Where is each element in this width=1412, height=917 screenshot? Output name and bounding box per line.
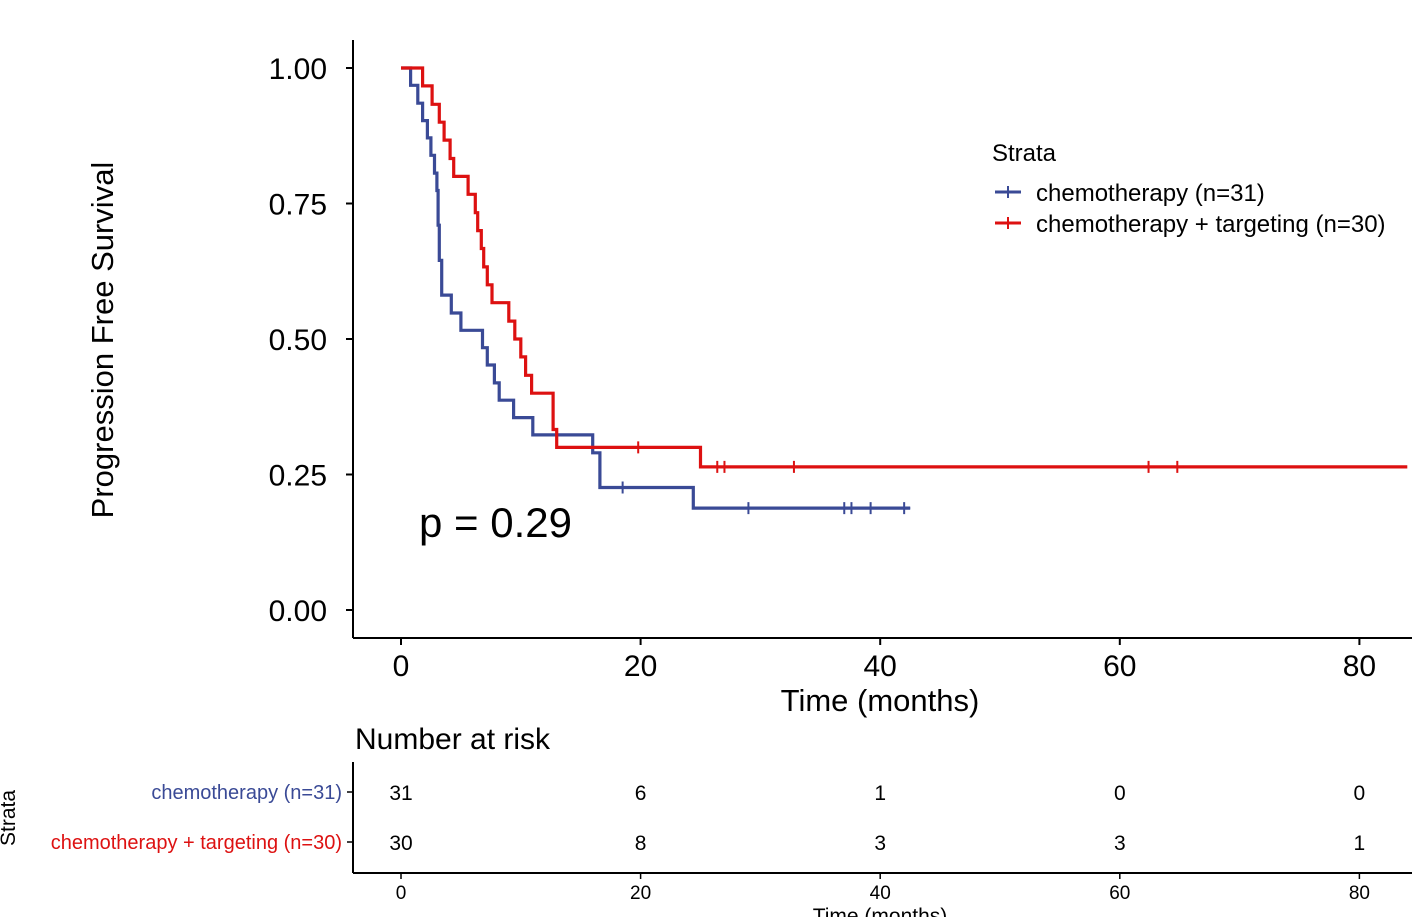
risk-x-tick-label: 0: [396, 883, 407, 904]
risk-count: 1: [874, 782, 886, 805]
censor-mark: [616, 481, 629, 494]
censor-mark: [898, 502, 911, 515]
x-tick-label: 60: [1103, 650, 1136, 683]
risk-x-ticks: 0 20 40 60 80: [396, 873, 1370, 904]
x-axis-title: Time (months): [781, 683, 980, 718]
risk-table: Number at risk Strata chemotherapy (n=31…: [0, 723, 1412, 917]
censor-mark: [864, 502, 877, 515]
risk-table-title: Number at risk: [355, 723, 551, 756]
censor-mark: [632, 441, 645, 454]
risk-count: 8: [635, 832, 647, 855]
y-ticks: 0.00 0.25 0.50 0.75 1.00: [269, 53, 353, 628]
censor-mark: [787, 460, 800, 473]
risk-table-strata-label: Strata: [0, 790, 20, 846]
risk-count: 3: [1114, 832, 1126, 855]
x-tick-label: 80: [1343, 650, 1376, 683]
legend-entry-chemotherapy: chemotherapy (n=31): [995, 180, 1265, 207]
x-tick-label: 40: [864, 650, 897, 683]
y-tick-label: 0.00: [269, 595, 327, 628]
y-axis-title: Progression Free Survival: [85, 162, 120, 519]
legend-title: Strata: [992, 140, 1057, 167]
y-tick-label: 1.00: [269, 53, 327, 86]
legend: Strata chemotherapy (n=31) chemotherapy …: [992, 140, 1386, 238]
risk-row-label: chemotherapy (n=31): [151, 782, 342, 804]
y-tick-label: 0.25: [269, 460, 327, 493]
censor-mark: [1142, 460, 1155, 473]
risk-count: 1: [1354, 832, 1366, 855]
x-tick-label: 20: [624, 650, 657, 683]
p-value-label: p = 0.29: [419, 499, 572, 546]
risk-count: 6: [635, 782, 647, 805]
x-ticks: 0 20 40 60 80: [393, 638, 1376, 683]
y-tick-label: 0.50: [269, 324, 327, 357]
legend-label-combined: chemotherapy + targeting (n=30): [1036, 211, 1386, 238]
risk-x-tick-label: 20: [630, 883, 651, 904]
risk-count: 0: [1114, 782, 1126, 805]
survival-curves: [401, 66, 1408, 515]
legend-label-chemotherapy: chemotherapy (n=31): [1036, 180, 1265, 207]
risk-x-tick-label: 40: [870, 883, 891, 904]
risk-x-tick-label: 80: [1349, 883, 1370, 904]
x-tick-label: 0: [393, 650, 410, 683]
risk-x-tick-label: 60: [1109, 883, 1130, 904]
risk-count: 0: [1354, 782, 1366, 805]
y-tick-label: 0.75: [269, 189, 327, 222]
risk-count: 30: [389, 832, 412, 855]
survival-line-combined: [401, 66, 1408, 469]
legend-entry-combined: chemotherapy + targeting (n=30): [995, 211, 1386, 238]
censor-mark: [845, 502, 858, 515]
risk-count: 3: [874, 832, 886, 855]
risk-x-axis-title: Time (months): [813, 905, 948, 917]
risk-count: 31: [389, 782, 412, 805]
survival-line-chemotherapy: [401, 66, 911, 510]
censor-mark: [1171, 460, 1184, 473]
risk-row-label: chemotherapy + targeting (n=30): [51, 832, 342, 854]
censor-mark: [718, 460, 731, 473]
censor-mark: [742, 502, 755, 515]
